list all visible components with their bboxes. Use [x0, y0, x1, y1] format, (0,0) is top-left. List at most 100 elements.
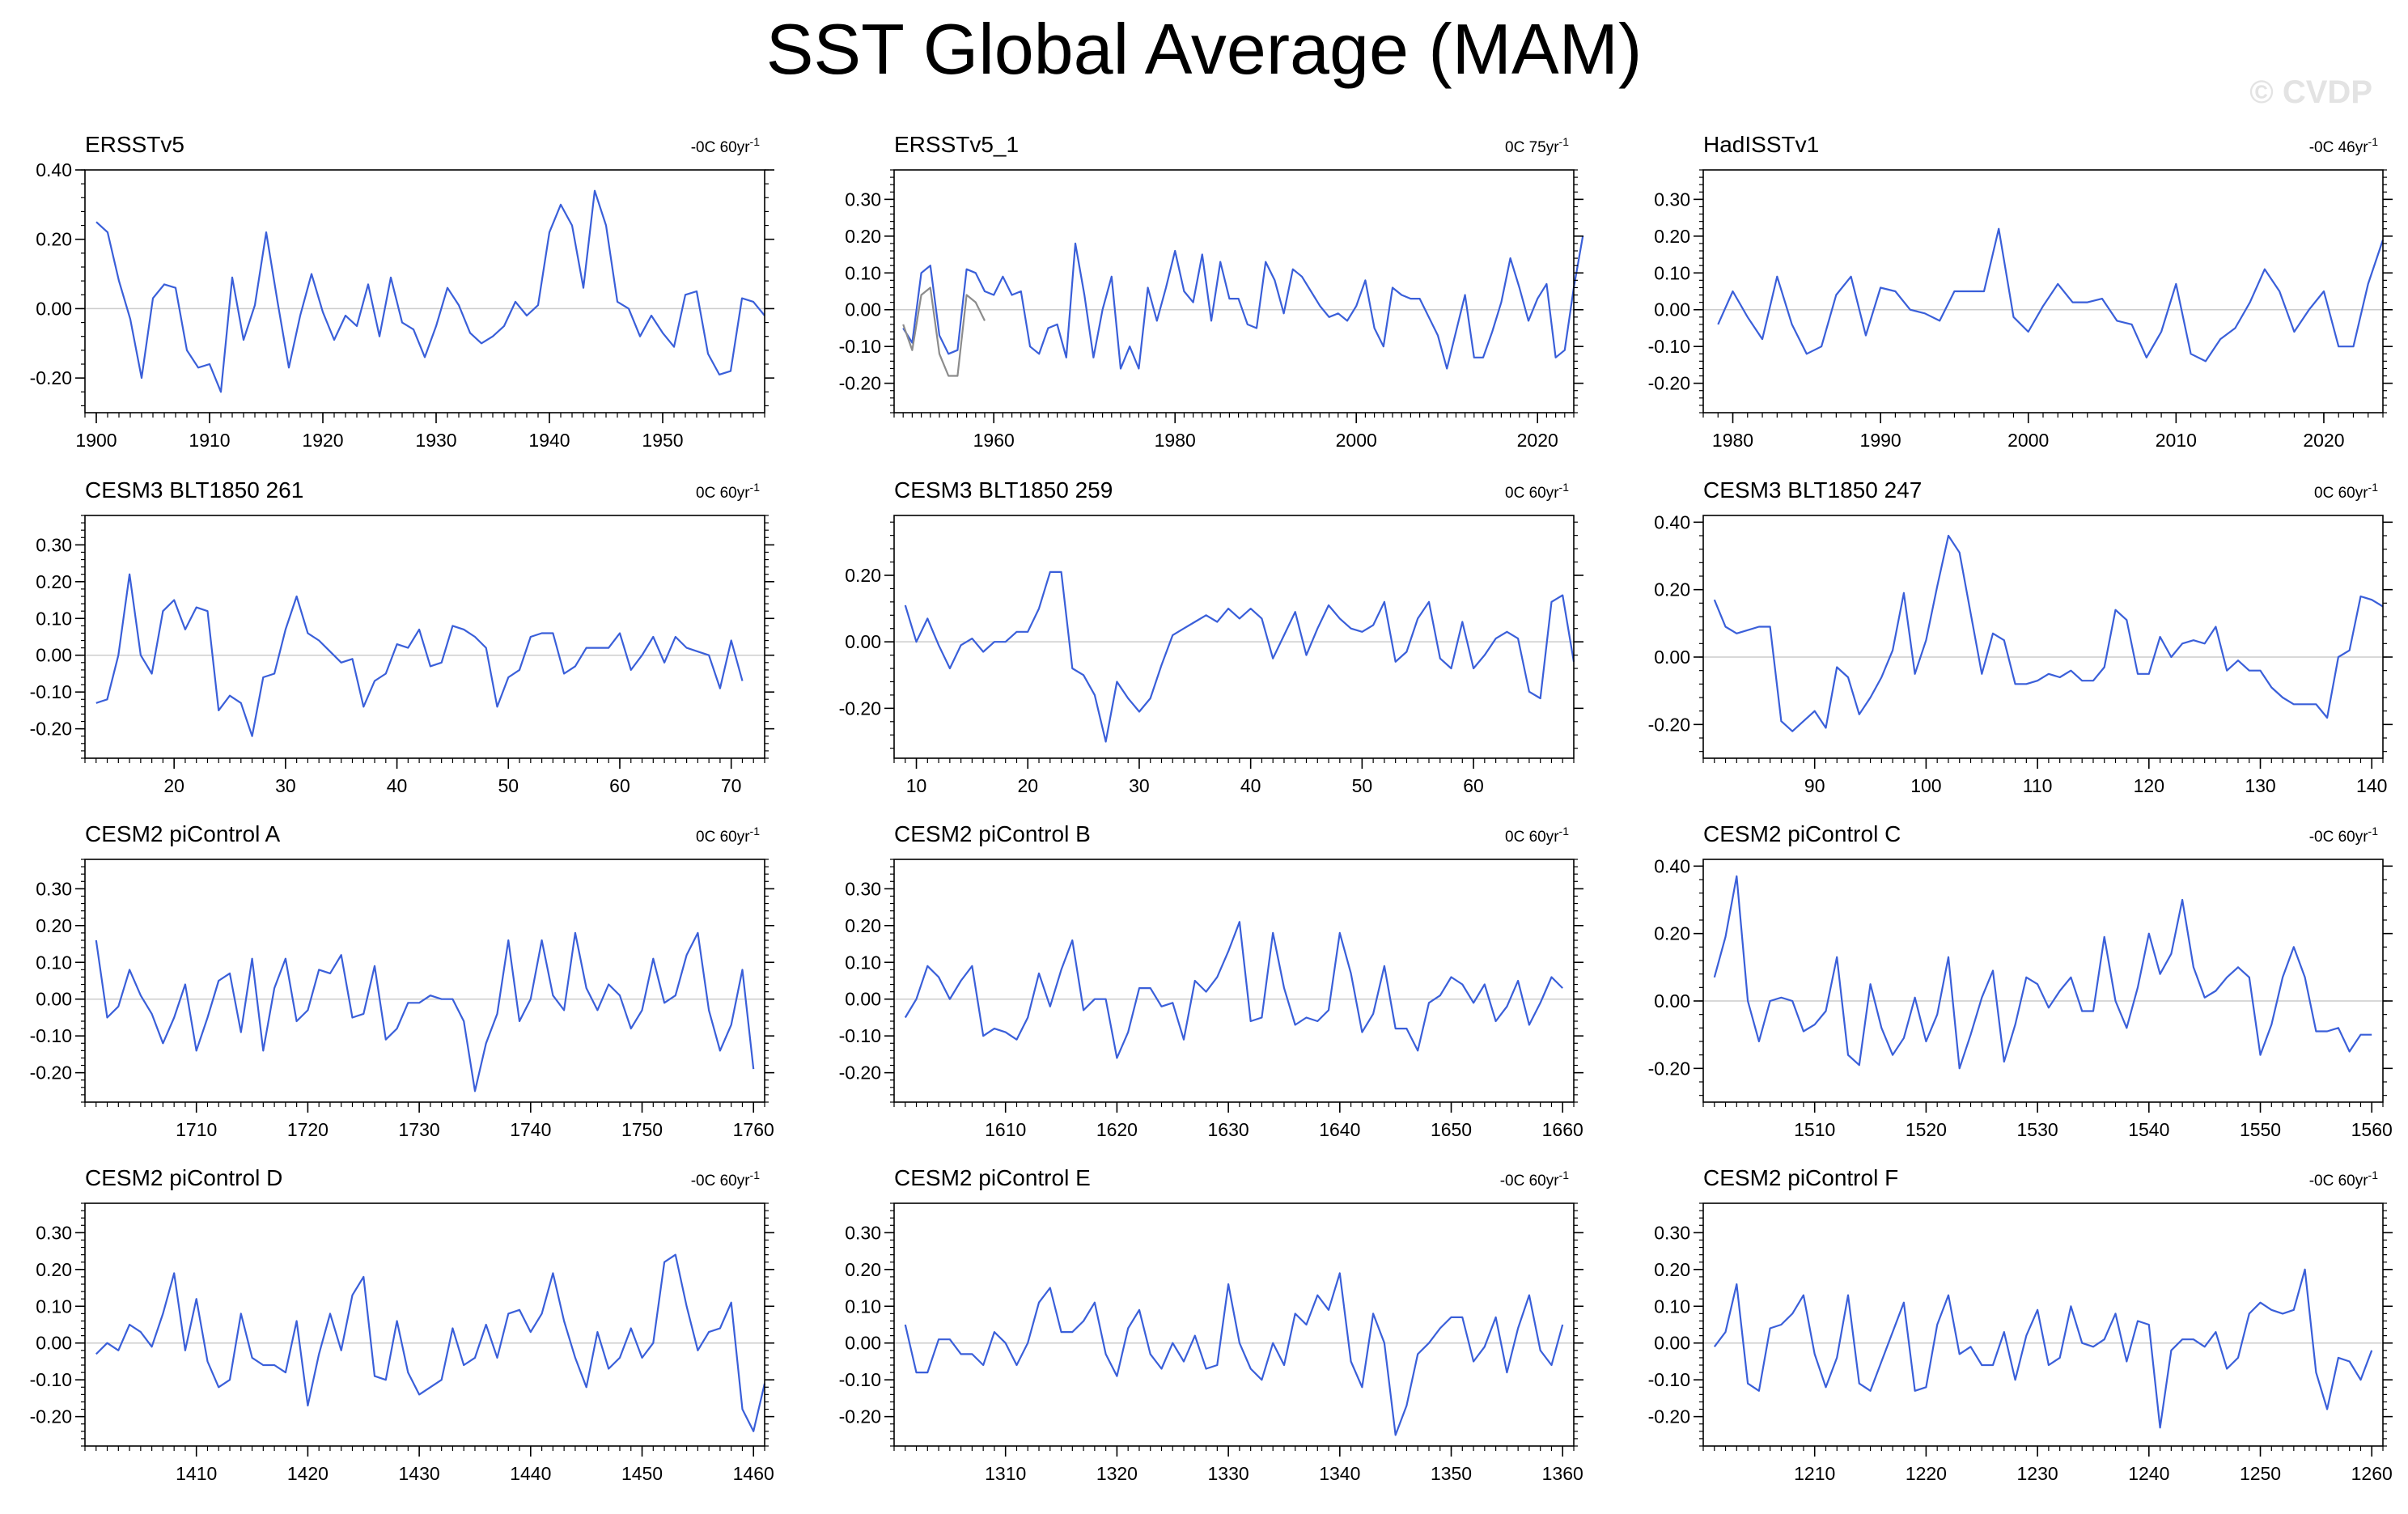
y-tick-label: 0.30 — [845, 878, 881, 899]
trend-label: -0C 46yr-1 — [2309, 135, 2379, 156]
x-tick-label: 1650 — [1431, 1119, 1472, 1140]
panel-title: CESM3 BLT1850 259 — [894, 477, 1113, 503]
panel-11: -0.20 -0.10 0.00 0.10 0.20 0.30 1210 1220 1230 12… — [1648, 1165, 2393, 1484]
panel-10: -0.20 -0.10 0.00 0.10 0.20 0.30 1310 1320 1330 13… — [839, 1165, 1583, 1484]
x-tick-label: 40 — [1240, 775, 1261, 796]
panel-3: -0.20 -0.10 0.00 0.10 0.20 0.30 20 30 40 50 60 70 CE… — [30, 477, 774, 796]
panel-title: CESM2 piControl D — [85, 1165, 282, 1190]
y-tick-label: -0.10 — [839, 1025, 881, 1046]
series-line — [1713, 1268, 2373, 1429]
y-tick-label: 0.00 — [36, 298, 72, 319]
y-tick-label: 0.10 — [36, 1296, 72, 1317]
series-line — [1713, 875, 2372, 1070]
trend-exponent: -1 — [2368, 825, 2379, 838]
x-tick-label: 1550 — [2240, 1119, 2281, 1140]
trend-label: 0C 60yr-1 — [1505, 481, 1569, 502]
trend-exponent: -1 — [750, 135, 761, 148]
x-tick-label: 110 — [2023, 775, 2053, 796]
y-tick-label: 0.20 — [36, 915, 72, 936]
y-tick-label: 0.00 — [845, 989, 881, 1010]
x-tick-label: 1940 — [528, 430, 570, 451]
x-tick-label: 1310 — [985, 1463, 1026, 1484]
x-tick-label: 1210 — [1794, 1463, 1835, 1484]
x-tick-label: 1220 — [1906, 1463, 1947, 1484]
x-tick-label: 90 — [1804, 775, 1825, 796]
panel-8: -0.20 0.00 0.20 0.40 1510 1520 1530 1540 1550 156… — [1648, 821, 2393, 1140]
x-tick-label: 1360 — [1542, 1463, 1583, 1484]
panel-9: -0.20 -0.10 0.00 0.10 0.20 0.30 1410 1420 1430 14… — [30, 1165, 774, 1484]
x-tick-label: 30 — [1129, 775, 1150, 796]
trend-label: 0C 60yr-1 — [696, 481, 760, 502]
series-line — [95, 189, 765, 393]
trend-exponent: -1 — [2368, 481, 2379, 494]
x-tick-label: 1350 — [1431, 1463, 1472, 1484]
y-tick-label: 0.30 — [1654, 189, 1690, 210]
x-tick-label: 60 — [609, 775, 630, 796]
y-tick-label: 0.20 — [36, 571, 72, 592]
y-tick-label: -0.10 — [30, 1025, 72, 1046]
panel-7: -0.20 -0.10 0.00 0.10 0.20 0.30 1610 1620 1630 16… — [839, 821, 1583, 1140]
y-tick-label: 0.40 — [1654, 855, 1690, 876]
x-tick-label: 100 — [1910, 775, 1941, 796]
y-tick-label: 0.20 — [1654, 1259, 1690, 1280]
y-tick-label: 0.10 — [36, 952, 72, 973]
y-tick-label: 0.00 — [845, 299, 881, 320]
panel-title: CESM2 piControl F — [1703, 1165, 1898, 1190]
x-tick-label: 1540 — [2128, 1119, 2169, 1140]
y-tick-label: 0.30 — [845, 189, 881, 210]
plot-frame — [1702, 169, 2384, 413]
x-tick-label: 1430 — [399, 1463, 440, 1484]
y-tick-label: -0.10 — [1648, 1369, 1690, 1390]
x-tick-label: 120 — [2134, 775, 2164, 796]
panel-title: ERSSTv5 — [85, 132, 184, 157]
trend-label: -0C 60yr-1 — [2309, 825, 2379, 846]
x-tick-label: 1450 — [621, 1463, 663, 1484]
panel-6: -0.20 -0.10 0.00 0.10 0.20 0.30 1710 1720 1730 17… — [30, 821, 774, 1140]
plot-frame — [893, 859, 1575, 1103]
trend-exponent: -1 — [1559, 135, 1570, 148]
plot-frame — [893, 1202, 1575, 1447]
x-tick-label: 1640 — [1319, 1119, 1360, 1140]
plot-frame — [1702, 859, 2384, 1103]
trend-exponent: -1 — [2368, 135, 2379, 148]
y-tick-label: 0.20 — [845, 915, 881, 936]
panel-title: CESM2 piControl A — [85, 821, 281, 846]
x-tick-label: 1340 — [1319, 1463, 1360, 1484]
cvdp-watermark: © CVDP — [2249, 74, 2372, 110]
panel-title: CESM3 BLT1850 261 — [85, 477, 303, 503]
x-tick-label: 1230 — [2017, 1463, 2058, 1484]
panel-5: -0.20 0.00 0.20 0.40 90 100 110 120 130 140 CESM3 … — [1648, 477, 2393, 796]
trend-label: 0C 60yr-1 — [2314, 481, 2378, 502]
y-tick-label: 0.00 — [845, 631, 881, 652]
trend-label: -0C 60yr-1 — [2309, 1168, 2379, 1190]
y-tick-label: -0.20 — [839, 1406, 881, 1427]
page-title: SST Global Average (MAM) — [765, 9, 1643, 89]
trend-exponent: -1 — [1559, 1168, 1570, 1181]
y-tick-label: 0.30 — [36, 534, 72, 555]
series-line — [1713, 534, 2384, 732]
x-tick-label: 2020 — [1517, 430, 1558, 451]
y-tick-label: 0.30 — [36, 878, 72, 899]
x-tick-label: 1710 — [176, 1119, 217, 1140]
x-tick-label: 20 — [1017, 775, 1038, 796]
series-line — [95, 931, 755, 1092]
y-tick-label: -0.20 — [30, 1406, 72, 1427]
x-tick-label: 1910 — [189, 430, 230, 451]
y-tick-label: 0.30 — [36, 1222, 72, 1243]
x-tick-label: 30 — [275, 775, 296, 796]
panel-2: -0.20 -0.10 0.00 0.10 0.20 0.30 1980 1990 2000 20… — [1648, 132, 2393, 451]
y-tick-label: 0.20 — [1654, 923, 1690, 944]
y-tick-label: 0.00 — [36, 645, 72, 666]
trend-exponent: -1 — [750, 1168, 761, 1181]
trend-exponent: -1 — [750, 481, 761, 494]
plot-frame — [84, 1202, 765, 1447]
x-tick-label: 1990 — [1860, 430, 1901, 451]
x-tick-label: 2000 — [1336, 430, 1377, 451]
trend-label: 0C 60yr-1 — [1505, 825, 1569, 846]
trend-exponent: -1 — [1559, 825, 1570, 838]
y-tick-label: 0.20 — [845, 565, 881, 586]
y-tick-label: 0.10 — [845, 262, 881, 283]
x-tick-label: 1930 — [415, 430, 456, 451]
y-tick-label: -0.20 — [30, 367, 72, 388]
x-tick-label: 1980 — [1155, 430, 1196, 451]
